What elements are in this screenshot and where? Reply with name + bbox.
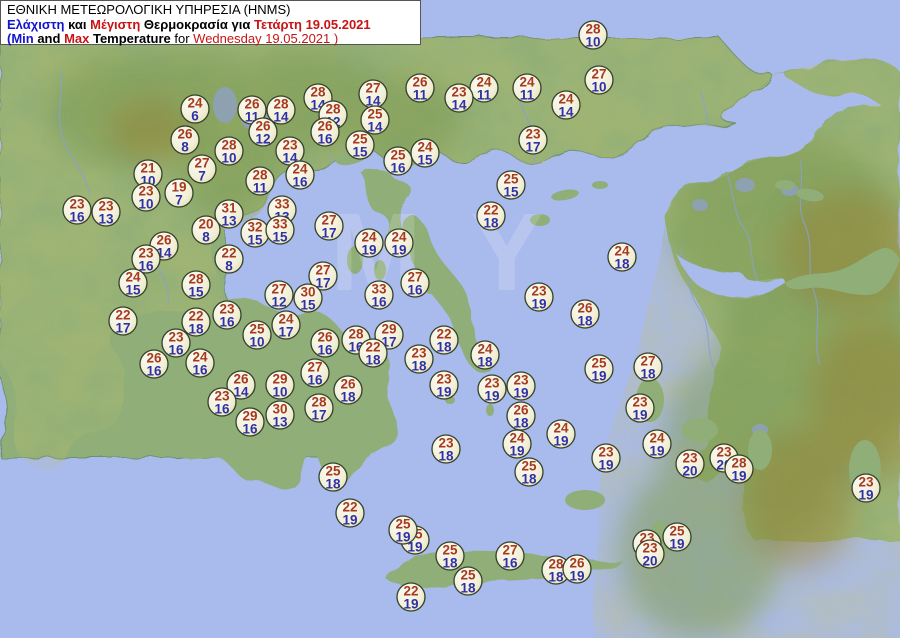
svg-text:19: 19 <box>649 444 664 459</box>
svg-text:18: 18 <box>521 472 537 487</box>
svg-text:11: 11 <box>477 88 492 103</box>
svg-text:20: 20 <box>682 464 697 479</box>
svg-text:19: 19 <box>509 444 524 459</box>
svg-text:6: 6 <box>191 109 199 124</box>
svg-text:13: 13 <box>98 212 114 227</box>
svg-text:18: 18 <box>438 449 454 464</box>
svg-text:19: 19 <box>858 488 873 503</box>
svg-text:7: 7 <box>175 193 183 208</box>
svg-text:19: 19 <box>632 408 647 423</box>
svg-text:19: 19 <box>569 569 584 584</box>
svg-text:16: 16 <box>371 295 387 310</box>
svg-text:15: 15 <box>503 185 519 200</box>
svg-text:10: 10 <box>221 151 236 166</box>
svg-text:16: 16 <box>192 363 208 378</box>
svg-text:19: 19 <box>598 458 613 473</box>
svg-text:14: 14 <box>273 110 289 125</box>
svg-text:11: 11 <box>253 181 268 196</box>
svg-text:17: 17 <box>115 321 130 336</box>
svg-text:19: 19 <box>553 434 568 449</box>
svg-text:10: 10 <box>249 335 264 350</box>
svg-text:17: 17 <box>525 140 540 155</box>
svg-text:18: 18 <box>483 216 499 231</box>
svg-text:19: 19 <box>403 597 418 612</box>
svg-text:8: 8 <box>225 259 233 274</box>
svg-text:18: 18 <box>513 416 529 431</box>
svg-text:8: 8 <box>181 140 189 155</box>
svg-text:16: 16 <box>317 343 333 358</box>
svg-text:16: 16 <box>307 373 323 388</box>
svg-text:8: 8 <box>202 230 210 245</box>
svg-text:17: 17 <box>311 408 326 423</box>
svg-text:19: 19 <box>395 530 410 545</box>
svg-text:20: 20 <box>642 554 657 569</box>
svg-text:11: 11 <box>520 88 535 103</box>
svg-text:13: 13 <box>221 214 237 229</box>
svg-text:16: 16 <box>390 161 406 176</box>
svg-text:17: 17 <box>321 226 336 241</box>
svg-text:16: 16 <box>292 175 308 190</box>
svg-text:10: 10 <box>591 80 606 95</box>
svg-text:18: 18 <box>442 556 458 571</box>
svg-text:18: 18 <box>340 390 356 405</box>
svg-text:19: 19 <box>484 389 499 404</box>
svg-text:10: 10 <box>585 35 600 50</box>
svg-text:16: 16 <box>219 315 235 330</box>
svg-text:15: 15 <box>247 233 263 248</box>
svg-text:7: 7 <box>198 169 206 184</box>
svg-text:18: 18 <box>548 570 564 585</box>
svg-text:11: 11 <box>413 88 428 103</box>
svg-text:16: 16 <box>168 343 184 358</box>
svg-text:10: 10 <box>272 385 287 400</box>
svg-text:15: 15 <box>417 153 433 168</box>
svg-text:18: 18 <box>640 367 656 382</box>
svg-text:15: 15 <box>188 285 204 300</box>
svg-text:16: 16 <box>69 210 85 225</box>
svg-text:18: 18 <box>325 477 341 492</box>
svg-text:14: 14 <box>367 120 383 135</box>
svg-text:19: 19 <box>513 386 528 401</box>
svg-text:16: 16 <box>407 283 423 298</box>
svg-text:17: 17 <box>278 325 293 340</box>
svg-text:18: 18 <box>577 314 593 329</box>
svg-text:19: 19 <box>436 385 451 400</box>
svg-text:19: 19 <box>531 297 546 312</box>
svg-text:18: 18 <box>188 322 204 337</box>
svg-text:18: 18 <box>365 353 381 368</box>
svg-text:19: 19 <box>591 369 606 384</box>
svg-text:15: 15 <box>352 145 368 160</box>
svg-text:19: 19 <box>391 243 406 258</box>
svg-text:12: 12 <box>271 295 286 310</box>
svg-text:18: 18 <box>477 355 493 370</box>
svg-text:16: 16 <box>214 402 230 417</box>
svg-text:19: 19 <box>342 513 357 528</box>
svg-text:14: 14 <box>558 105 574 120</box>
svg-text:18: 18 <box>614 257 630 272</box>
svg-text:14: 14 <box>451 98 467 113</box>
svg-text:13: 13 <box>272 415 288 430</box>
svg-text:15: 15 <box>125 283 141 298</box>
svg-text:19: 19 <box>731 469 746 484</box>
svg-text:16: 16 <box>502 556 518 571</box>
svg-text:18: 18 <box>411 359 427 374</box>
svg-text:19: 19 <box>669 537 684 552</box>
svg-text:10: 10 <box>138 197 153 212</box>
svg-text:16: 16 <box>146 364 162 379</box>
svg-text:16: 16 <box>242 422 258 437</box>
svg-text:19: 19 <box>361 243 376 258</box>
svg-text:18: 18 <box>460 581 476 596</box>
svg-text:12: 12 <box>255 132 270 147</box>
svg-text:18: 18 <box>436 340 452 355</box>
svg-text:16: 16 <box>317 132 333 147</box>
svg-text:15: 15 <box>300 298 316 313</box>
svg-text:15: 15 <box>272 230 288 245</box>
